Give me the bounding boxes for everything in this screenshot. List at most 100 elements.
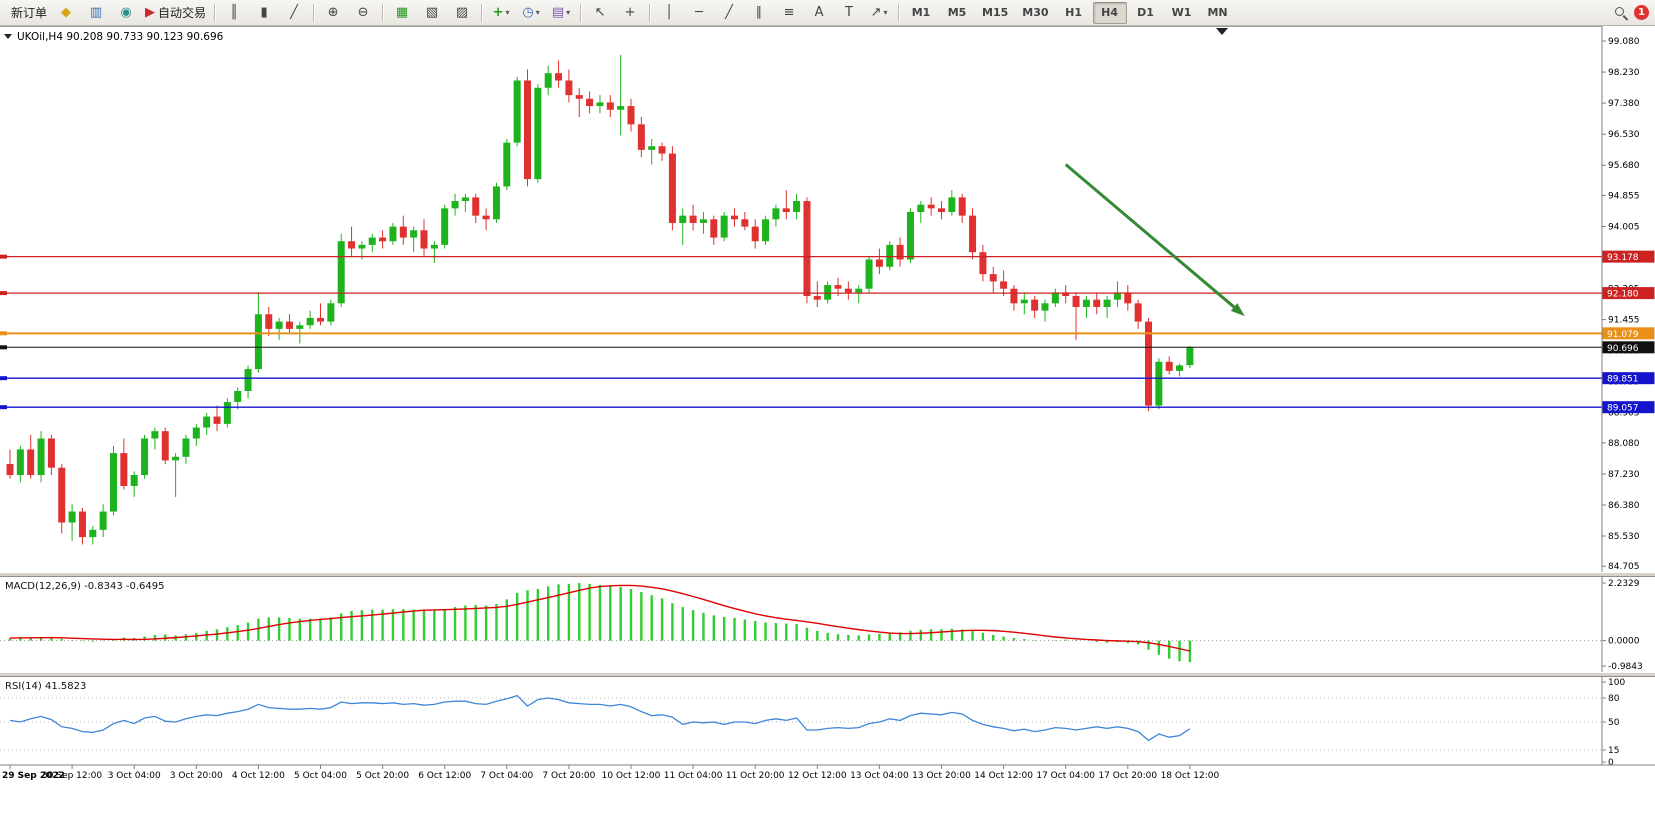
chevron-down-icon: ▾: [535, 8, 540, 17]
time-axis-label: 13 Oct 04:00: [850, 771, 909, 781]
text-tool-icon[interactable]: A: [805, 2, 833, 24]
timeframe-m5[interactable]: M5: [947, 6, 967, 20]
time-axis-label: 7 Oct 04:00: [480, 771, 533, 781]
cursor-glyph: ↖: [594, 5, 606, 20]
candle: [1113, 292, 1121, 300]
candle: [1176, 365, 1184, 371]
candle: [958, 197, 966, 216]
horizontal-line-tool-icon[interactable]: ─: [685, 2, 713, 24]
candle: [606, 102, 614, 110]
time-axis-label: 18 Oct 12:00: [1161, 771, 1220, 781]
time-axis-label: 11 Oct 04:00: [664, 771, 723, 781]
label-glyph: T: [845, 5, 853, 20]
profiles-icon[interactable]: ▥: [82, 2, 110, 24]
arrange-windows-icon[interactable]: ▨: [448, 2, 476, 24]
fibonacci-tool-icon[interactable]: ≡: [775, 2, 803, 24]
cascade-windows-icon[interactable]: ▧: [418, 2, 446, 24]
panel-separator[interactable]: [0, 572, 1655, 577]
timeframe-w1[interactable]: W1: [1171, 6, 1192, 20]
candle: [244, 369, 252, 391]
indicators-icon: +: [492, 5, 504, 20]
candle: [265, 314, 273, 329]
periods-button[interactable]: ◷ ▾: [517, 2, 545, 24]
clock-icon: ◷: [522, 5, 534, 20]
candle: [534, 87, 542, 180]
symbol-menu-icon[interactable]: [4, 34, 12, 39]
arrows-tool-button[interactable]: ↗ ▾: [865, 2, 893, 24]
candle: [658, 146, 666, 154]
price-badge: [1602, 372, 1655, 385]
zoom-in-icon[interactable]: ⊕: [319, 2, 347, 24]
data-window-glyph: ◉: [120, 5, 132, 20]
candle: [368, 237, 376, 245]
hline-left-marker: [0, 345, 7, 350]
chevron-down-icon: ▾: [566, 8, 571, 17]
tile-windows-glyph: ▦: [395, 5, 409, 20]
candle: [772, 208, 780, 220]
chart-shift-marker[interactable]: [1216, 28, 1228, 35]
crosshair-tool-icon[interactable]: +: [616, 2, 644, 24]
candle: [161, 431, 169, 461]
candle: [6, 464, 14, 476]
time-axis-label: 14 Oct 12:00: [974, 771, 1033, 781]
candle: [834, 285, 842, 289]
candle: [348, 241, 356, 249]
trend-arrow[interactable]: [1064, 163, 1245, 317]
timeframe-h4[interactable]: H4: [1092, 1, 1127, 24]
candle: [1010, 288, 1018, 304]
candle: [1062, 292, 1070, 297]
candlestick-chart-icon[interactable]: ▮: [250, 2, 278, 24]
timeframe-mn[interactable]: MN: [1207, 6, 1228, 20]
rsi-label: RSI(14) 41.5823: [5, 681, 86, 692]
candle: [275, 321, 283, 329]
label-tool-icon[interactable]: T: [835, 2, 863, 24]
indicators-button[interactable]: + ▾: [487, 2, 515, 24]
vertical-line-tool-icon[interactable]: │: [655, 2, 683, 24]
time-axis-label: 17 Oct 20:00: [1098, 771, 1157, 781]
tile-windows-icon[interactable]: ▦: [388, 2, 416, 24]
trendline-tool-icon[interactable]: ╱: [715, 2, 743, 24]
candle: [68, 511, 76, 523]
channel-tool-icon[interactable]: ∥: [745, 2, 773, 24]
candle: [379, 237, 387, 242]
price-axis-label: 87.230: [1608, 470, 1640, 480]
panel-separator[interactable]: [0, 672, 1655, 677]
bar-chart-icon[interactable]: ║: [220, 2, 248, 24]
timeframe-m1[interactable]: M1: [911, 6, 931, 20]
search-icon[interactable]: [1614, 6, 1628, 20]
timeframe-m15[interactable]: M15: [982, 6, 1009, 20]
auto-trading-button[interactable]: ▶ 自动交易: [142, 2, 209, 24]
cursor-tool-icon[interactable]: ↖: [586, 2, 614, 24]
candle: [1134, 303, 1142, 322]
templates-button[interactable]: ▤ ▾: [547, 2, 575, 24]
candle: [99, 511, 107, 530]
data-window-icon[interactable]: ◉: [112, 2, 140, 24]
time-axis-label: 3 Oct 20:00: [170, 771, 223, 781]
time-axis-label: 6 Oct 12:00: [418, 771, 471, 781]
candle: [296, 325, 304, 329]
toolbar-separator: [214, 3, 216, 22]
chart-canvas[interactable]: 99.080 98.230 97.380 96.530 95.680 94.855 94.0…: [0, 26, 1655, 827]
candle: [668, 153, 676, 223]
line-chart-icon[interactable]: ╱: [280, 2, 308, 24]
vline-glyph: │: [665, 5, 673, 20]
candle: [337, 241, 345, 304]
candle: [844, 288, 852, 293]
rsi-axis-label: 15: [1608, 746, 1619, 756]
candle: [430, 244, 438, 249]
toolbar-separator: [382, 3, 384, 22]
candle: [141, 438, 149, 476]
new-chart-icon[interactable]: ◆: [52, 2, 80, 24]
toolbar-separator: [481, 3, 483, 22]
zoom-out-icon[interactable]: ⊖: [349, 2, 377, 24]
arrows-icon: ↗: [870, 5, 882, 20]
timeframe-m30[interactable]: M30: [1022, 6, 1049, 20]
timeframe-d1[interactable]: D1: [1137, 6, 1154, 20]
candle: [544, 73, 552, 88]
candle: [192, 427, 200, 439]
candle: [285, 321, 293, 329]
candle: [1020, 299, 1028, 304]
notification-badge[interactable]: 1: [1634, 5, 1649, 20]
timeframe-h1[interactable]: H1: [1065, 6, 1082, 20]
new-order-button[interactable]: 新订单: [5, 2, 50, 24]
